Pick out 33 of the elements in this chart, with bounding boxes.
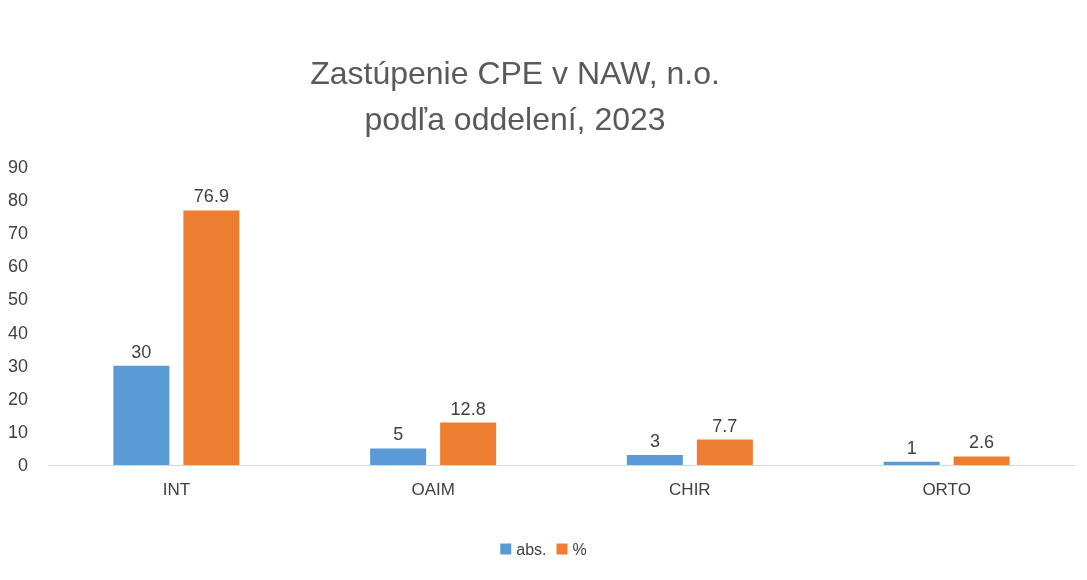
x-tick-label: CHIR <box>669 480 711 499</box>
data-label: 5 <box>393 424 404 445</box>
x-tick-label: OAIM <box>411 480 455 499</box>
x-tick-label: INT <box>162 480 191 499</box>
y-tick-label: 80 <box>7 190 28 211</box>
bar <box>696 439 753 465</box>
data-label: 7.7 <box>712 415 738 436</box>
data-label: 1 <box>906 437 917 458</box>
data-label: 12.8 <box>450 398 486 419</box>
y-tick-label: 40 <box>7 322 28 343</box>
data-label: 76.9 <box>193 186 229 207</box>
y-tick-label: 20 <box>7 388 28 409</box>
bar <box>440 422 497 465</box>
bar <box>953 456 1010 465</box>
y-tick-label: 10 <box>7 421 28 442</box>
y-tick-label: 0 <box>17 455 28 475</box>
bar <box>183 210 240 465</box>
data-label: 30 <box>131 341 152 362</box>
y-tick-label: 60 <box>7 256 28 277</box>
chart-title: Zastúpenie CPE v NAW, n.o. podľa oddelení, 2023 <box>310 55 720 137</box>
legend-label: % <box>572 540 587 558</box>
legend-label: abs. <box>516 540 547 558</box>
y-tick-label: 50 <box>7 289 28 310</box>
x-tick-label: ORTO <box>922 480 971 499</box>
data-label: 2.6 <box>969 432 995 453</box>
bar <box>370 448 427 465</box>
bar <box>113 365 170 465</box>
bar <box>883 461 940 465</box>
y-tick-label: 70 <box>7 223 28 244</box>
data-label: 3 <box>649 431 660 452</box>
y-tick-label: 30 <box>7 355 28 376</box>
bar <box>626 455 683 465</box>
y-tick-label: 90 <box>7 157 28 177</box>
